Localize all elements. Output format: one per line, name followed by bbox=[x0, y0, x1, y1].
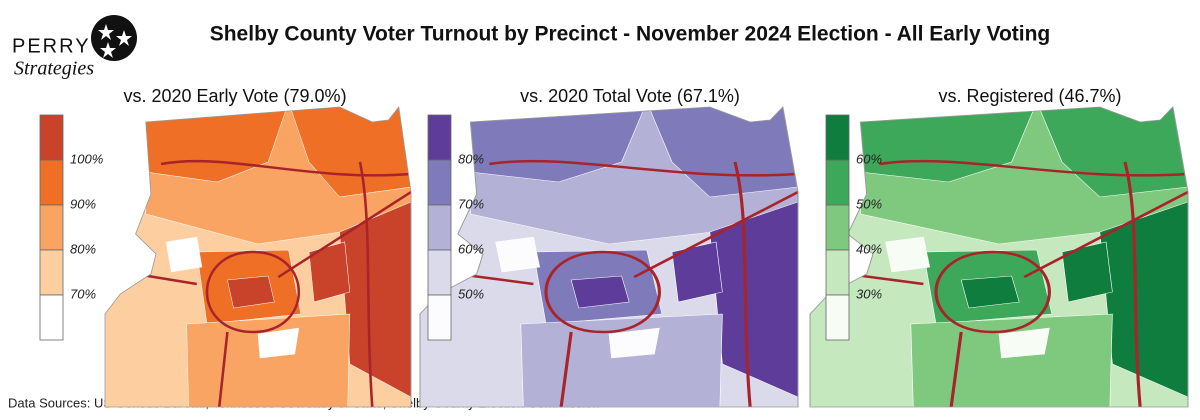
legend-swatch bbox=[39, 114, 64, 161]
legend-swatch bbox=[427, 114, 452, 161]
road bbox=[559, 331, 573, 407]
county-outline bbox=[104, 106, 412, 408]
county-map bbox=[810, 107, 1188, 407]
legend-swatch bbox=[39, 294, 64, 341]
logo-star bbox=[100, 42, 116, 58]
logo-text: PERRY bbox=[12, 35, 91, 57]
road bbox=[205, 250, 300, 334]
road bbox=[633, 190, 798, 279]
precinct-area bbox=[885, 236, 931, 273]
legend-label: 50% bbox=[856, 196, 882, 211]
county-map bbox=[420, 107, 798, 407]
precinct-area bbox=[257, 327, 300, 359]
road bbox=[1023, 190, 1188, 279]
logo-star bbox=[116, 30, 132, 46]
map-panel: vs. Registered (46.7%) 60% 50% 40% 30% bbox=[809, 86, 1189, 408]
precinct-area bbox=[495, 236, 541, 273]
precinct-area bbox=[308, 241, 351, 303]
legend-swatch bbox=[427, 294, 452, 341]
county-map bbox=[105, 107, 411, 407]
legend-label: 90% bbox=[70, 196, 96, 211]
logo-script: Strategies bbox=[14, 58, 94, 80]
legend-label: 80% bbox=[458, 151, 484, 166]
road bbox=[934, 250, 1051, 334]
precinct-area bbox=[227, 275, 275, 309]
logo: PERRY Strategies bbox=[12, 15, 137, 80]
legend-label: 30% bbox=[856, 286, 882, 301]
precinct-area bbox=[165, 236, 203, 273]
legend-label: 70% bbox=[70, 286, 96, 301]
map-panel: vs. 2020 Early Vote (79.0%) 100% 90% 80% 70% bbox=[39, 86, 412, 408]
precinct-area bbox=[570, 275, 630, 309]
road bbox=[1123, 161, 1142, 407]
road bbox=[489, 159, 798, 177]
legend-swatch bbox=[427, 204, 452, 251]
legend-label: 60% bbox=[458, 241, 484, 256]
precinct-area bbox=[520, 313, 723, 407]
logo-circle bbox=[91, 15, 137, 61]
legend-swatch bbox=[825, 204, 850, 251]
legend-swatch bbox=[825, 159, 850, 206]
road bbox=[277, 190, 411, 279]
legend-label: 70% bbox=[458, 196, 484, 211]
legend-label: 50% bbox=[458, 286, 484, 301]
legend-swatch bbox=[39, 204, 64, 251]
legend-swatch bbox=[39, 159, 64, 206]
road bbox=[949, 331, 963, 407]
road bbox=[733, 161, 752, 407]
legend-swatch bbox=[427, 249, 452, 296]
county-outline bbox=[809, 106, 1189, 408]
legend-label: 40% bbox=[856, 241, 882, 256]
county-outline bbox=[419, 106, 799, 408]
legend-label: 80% bbox=[70, 241, 96, 256]
road bbox=[879, 159, 1188, 177]
legend-swatch bbox=[427, 159, 452, 206]
precinct-area bbox=[608, 327, 660, 359]
precinct-area bbox=[671, 241, 723, 303]
legend-swatch bbox=[825, 114, 850, 161]
road bbox=[217, 331, 229, 407]
map-panel: vs. 2020 Total Vote (67.1%) 80% 70% 60% 50% bbox=[419, 86, 799, 408]
panel-title: vs. Registered (46.7%) bbox=[938, 86, 1121, 106]
legend-swatch bbox=[825, 249, 850, 296]
legend-swatch bbox=[825, 294, 850, 341]
precinct-area bbox=[998, 327, 1050, 359]
precinct-area bbox=[910, 313, 1113, 407]
panel-title: vs. 2020 Early Vote (79.0%) bbox=[123, 86, 346, 106]
precinct-area bbox=[186, 313, 351, 407]
precinct-area bbox=[1061, 241, 1113, 303]
road bbox=[358, 161, 374, 407]
panel-title: vs. 2020 Total Vote (67.1%) bbox=[520, 86, 740, 106]
road bbox=[160, 159, 411, 177]
legend-label: 60% bbox=[856, 151, 882, 166]
title: Shelby County Voter Turnout by Precinct … bbox=[210, 23, 1051, 46]
logo-star bbox=[98, 24, 114, 40]
legend-label: 100% bbox=[70, 151, 103, 166]
precinct-area bbox=[960, 275, 1020, 309]
legend-swatch bbox=[39, 249, 64, 296]
road bbox=[544, 250, 661, 334]
